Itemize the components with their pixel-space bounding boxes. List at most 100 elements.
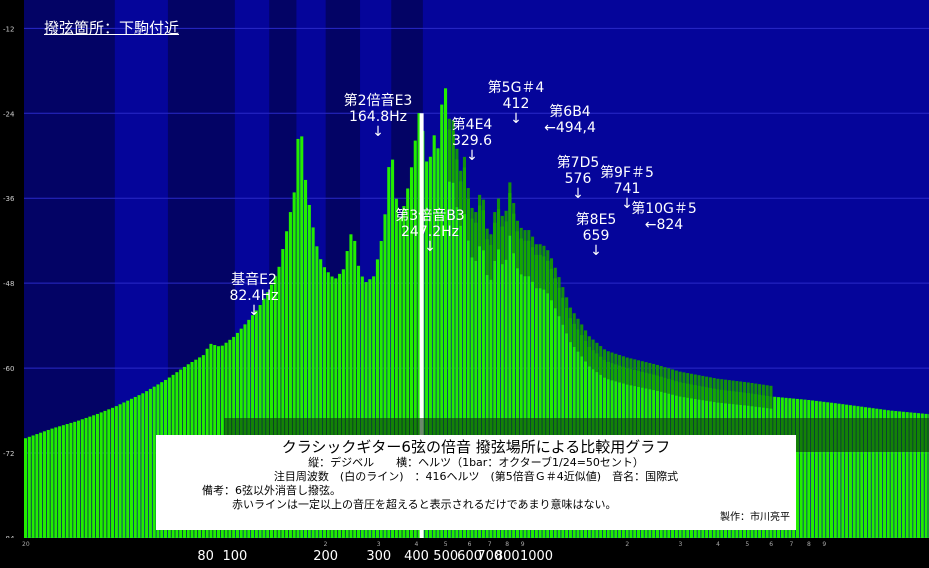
spectrum-bar-shadow [493,212,497,261]
spectrum-bar [409,167,414,538]
spectrum-bar [447,129,451,538]
spectrum-bar-shadow [466,188,470,241]
spectrum-bar [24,438,28,538]
spectrum-bar-shadow [583,330,588,362]
spectrum-bar-shadow [447,118,451,182]
spectrum-bar-shadow [735,381,739,405]
spectrum-bar [882,409,887,538]
spectrum-bar [300,136,304,538]
annotation-label: 基音E2 [231,272,277,288]
spectrum-bar [841,404,845,538]
info-note-line: 備考：6弦以外消音し撥弦。 [202,484,341,497]
spectrum-bar [152,386,156,538]
spectrum-bar [58,426,62,538]
x-minor-tick-label: 3 [377,541,381,548]
spectrum-bar-shadow [474,212,478,261]
x-axis-strip [0,538,929,568]
annotation-value: 576 [564,171,592,187]
x-minor-tick-label: 7 [789,541,793,548]
spectrum-bar [402,206,406,538]
spectrum-bar-shadow [652,363,656,391]
spectrum-bar [326,272,330,538]
spectrum-bar [50,428,54,538]
spectrum-bar [107,409,111,538]
spectrum-bar [27,436,31,538]
spectrum-bar [46,429,50,538]
x-minor-tick-label: 5 [745,541,749,548]
x-minor-tick-label: 4 [414,541,418,548]
spectrum-bar [285,231,289,539]
spectrum-bar [137,395,141,538]
spectrum-bar [307,204,311,539]
spectrum-bar [345,251,349,538]
x-major-tick-label: 700 [477,549,502,564]
spectrum-bar [561,297,565,538]
spectrum-bar [557,287,561,538]
spectrum-bar [39,432,43,538]
spectrum-bar-shadow [538,244,542,289]
spectrum-bar-shadow [636,360,641,387]
spectrum-bar [848,405,852,538]
spectrum-bar [61,425,65,538]
spectrum-bar [114,406,118,538]
x-major-tick-label: 200 [313,549,338,564]
annotation-harmonic-7: 第7D5 576 ↓ [538,155,618,201]
spectrum-bar [95,413,99,538]
spectrum-bar [84,417,88,538]
x-minor-tick-label: 9 [822,541,826,548]
spectrum-bar [375,259,379,538]
spectrum-bar [814,400,818,538]
spectrum-bar [803,399,807,538]
annotation-label: 第6B4 [549,104,591,120]
spectrum-bar-shadow [682,372,686,398]
spectrum-bar [799,399,803,538]
location-label: 撥弦箇所：下駒付近 [44,19,180,37]
x-major-tick-label: 500 [433,549,458,564]
spectrum-bar-shadow [523,230,527,277]
spectrum-bar [273,276,277,538]
spectrum-bar [296,138,300,538]
spectrum-bar [372,276,376,538]
annotation-value: 741 [613,181,641,197]
x-minor-tick-label: 2 [324,541,328,548]
x-minor-tick-label: 9 [521,541,525,548]
spectrum-bar-shadow [618,355,622,383]
down-arrow-icon: ↓ [248,303,260,319]
down-arrow-icon: ↓ [572,186,584,202]
annotation-harmonic-8: 第8E5 659 ↓ [556,212,636,258]
spectrum-bar-shadow [561,287,565,325]
spectrum-bar [42,431,47,538]
spectrum-bar-shadow [625,357,629,385]
spectrum-bar [141,393,145,538]
spectrum-bar [311,227,315,538]
x-minor-tick-label: 3 [678,541,682,548]
spectrum-bar [428,156,432,538]
spectrum-bar-shadow [478,194,482,247]
spectrum-bar [413,140,417,538]
spectrum-bar-shadow [534,244,538,289]
spectrum-bar-shadow [459,170,463,226]
spectrum-bar [398,217,402,538]
spectrum-bar-shadow [527,230,531,277]
spectrum-bar-shadow [610,352,614,381]
annotation-value: 659 [582,228,610,244]
spectrum-bar [534,254,538,538]
spectrum-bar [508,192,512,538]
spectrum-bar-shadow [640,361,644,388]
spectrum-bar [406,188,410,538]
spectrum-bar-shadow [678,371,682,397]
spectrum-bar [334,278,338,538]
spectrum-bar-shadow [591,339,595,370]
info-red-line-note: 赤いラインは一定以上の音圧を超えると表示されるだけであまり意味はない。 [232,498,617,511]
spectrum-bar [341,269,345,538]
annotation-value: 329.6 [451,133,493,149]
annotation-value: ←494,4 [544,120,596,136]
spectrum-bar [349,234,353,538]
spectrum-bar [360,276,364,538]
spectrum-bar [148,388,152,538]
info-title: クラシックギター6弦の倍音 撥弦場所による比較用グラフ [281,438,671,456]
info-axes-line: 縦：デジベル 横：ヘルツ（1bar：オクターブ1/24=50セント） [308,456,644,469]
annotation-harmonic-3: 第3倍音B3 247.2Hz ↓ [390,208,470,254]
spectrum-bar-shadow [531,236,535,282]
annotation-label: 第2倍音E3 [343,93,413,109]
